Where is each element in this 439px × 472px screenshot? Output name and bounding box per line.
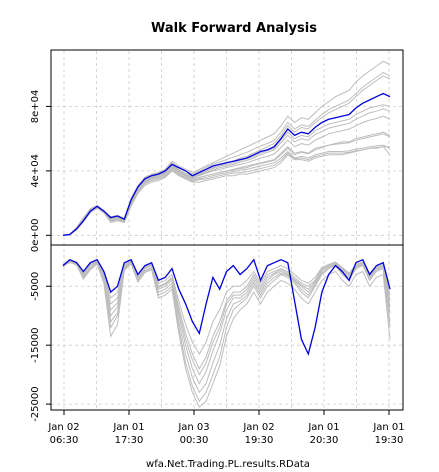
y-tick-group: 0e+00 4e+04 8e+04 -25000 -15000 -5000 <box>30 90 51 422</box>
x-tick-group: Jan 02 06:30 Jan 01 17:30 Jan 03 00:30 Jan 02 1… <box>47 410 405 446</box>
x-tick-label-time: 17:30 <box>115 435 144 446</box>
highlight-series-line <box>62 92 391 236</box>
other-series-line <box>62 133 391 236</box>
x-axis-label: wfa.Net.Trading.PL.results.RData <box>146 459 310 470</box>
y-tick-label: 4e+04 <box>30 154 41 188</box>
x-tick-label-date: Jan 02 <box>242 422 274 433</box>
x-tick-label-date: Jan 02 <box>47 422 79 433</box>
x-tick-label-time: 06:30 <box>50 435 79 446</box>
other-series-line <box>62 261 391 408</box>
x-tick-label-date: Jan 01 <box>307 422 339 433</box>
other-series-line <box>62 146 391 236</box>
x-tick-label-time: 20:30 <box>310 435 339 446</box>
y-tick-label: -5000 <box>30 272 41 301</box>
grid-lines <box>51 51 403 409</box>
highlight-series-group <box>62 92 391 356</box>
x-tick-label-time: 00:30 <box>180 435 209 446</box>
top-panel-frame <box>50 49 404 246</box>
other-series-line <box>62 260 391 376</box>
bottom-panel-frame <box>50 244 404 411</box>
x-tick-label-date: Jan 01 <box>112 422 144 433</box>
chart-title: Walk Forward Analysis <box>151 21 317 36</box>
x-tick-label-date: Jan 03 <box>177 422 209 433</box>
y-tick-label: 0e+00 <box>30 219 41 253</box>
highlight-series-line <box>62 258 391 356</box>
other-series-line <box>62 259 391 355</box>
other-series-line <box>62 261 391 403</box>
x-tick-label-time: 19:30 <box>375 435 404 446</box>
y-tick-label: -25000 <box>30 386 41 421</box>
other-series-line <box>62 146 390 236</box>
other-series-line <box>62 108 391 236</box>
x-tick-label-date: Jan 01 <box>372 422 404 433</box>
y-tick-label: 8e+04 <box>30 90 41 124</box>
y-tick-label: -15000 <box>30 327 41 362</box>
other-series-line <box>62 60 391 236</box>
x-tick-label-time: 19:30 <box>245 435 274 446</box>
